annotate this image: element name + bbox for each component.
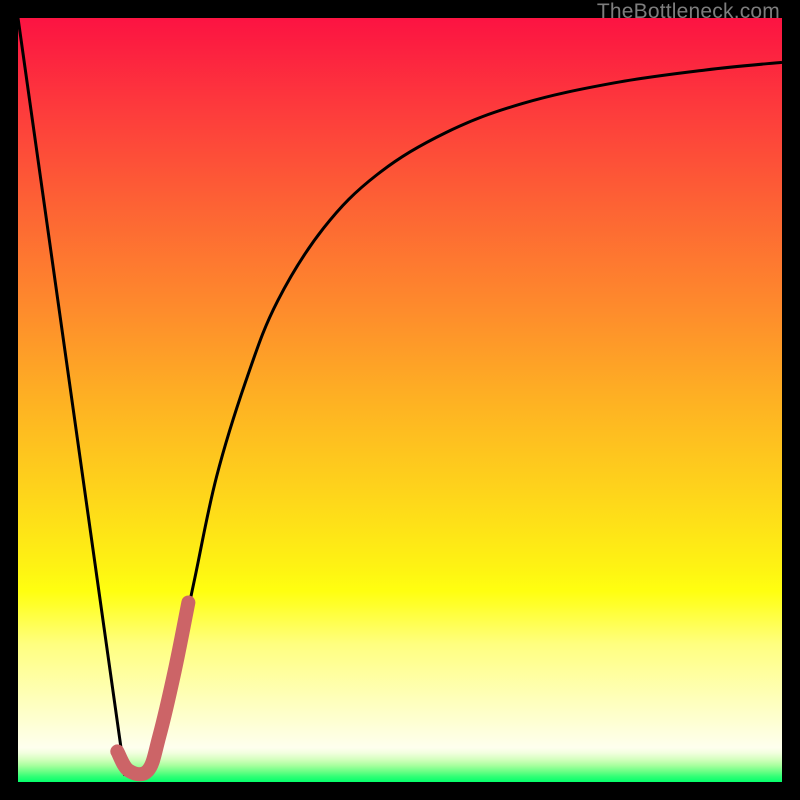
chart-svg [18, 18, 782, 782]
chart-background [18, 18, 782, 782]
chart-frame: TheBottleneck.com [0, 0, 800, 800]
plot-area [18, 18, 782, 782]
watermark-text: TheBottleneck.com [597, 0, 780, 24]
